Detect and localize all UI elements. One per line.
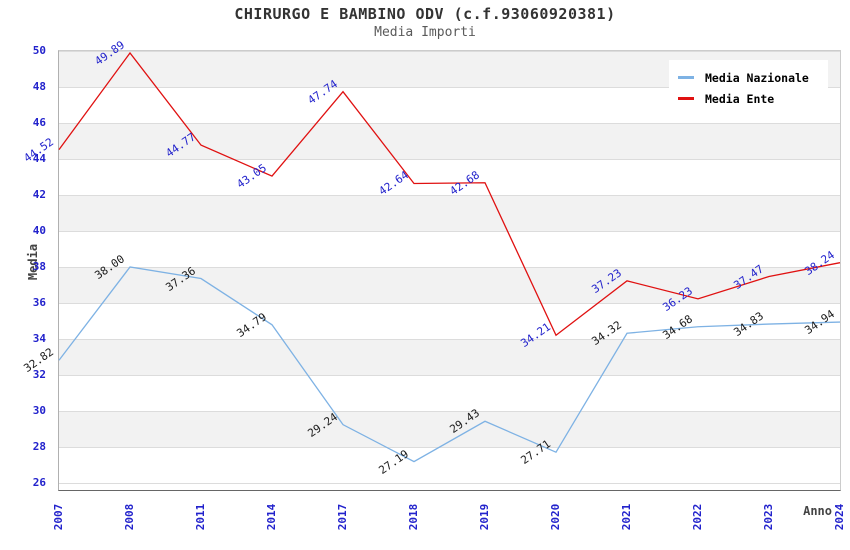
x-axis-title: Anno bbox=[803, 504, 832, 518]
background-band bbox=[59, 195, 840, 231]
x-tick-label: 2019 bbox=[478, 503, 491, 531]
legend: Media Nazionale Media Ente bbox=[669, 60, 828, 116]
y-tick-label: 28 bbox=[32, 440, 46, 453]
series-line-media-nazionale bbox=[58, 266, 841, 463]
y-tick-label: 36 bbox=[32, 296, 46, 309]
gridline bbox=[59, 447, 840, 448]
gridline bbox=[59, 159, 840, 160]
x-tick-label: 2017 bbox=[336, 503, 349, 531]
x-tick-label: 2021 bbox=[620, 503, 633, 531]
gridline bbox=[59, 123, 840, 124]
gridline bbox=[59, 195, 840, 196]
legend-swatch-ente bbox=[678, 97, 694, 100]
chart-subtitle: Media Importi bbox=[374, 25, 476, 40]
y-tick-label: 38 bbox=[32, 260, 46, 273]
x-tick-label: 2014 bbox=[265, 503, 278, 531]
legend-swatch-nazionale bbox=[678, 76, 694, 79]
y-tick-label: 32 bbox=[32, 368, 46, 381]
x-tick-label: 2008 bbox=[123, 503, 136, 531]
gridline bbox=[59, 231, 840, 232]
line-series-svg bbox=[58, 51, 841, 463]
x-tick-label: 2023 bbox=[762, 503, 775, 531]
gridline bbox=[59, 87, 840, 88]
gridline bbox=[59, 267, 840, 268]
gridline bbox=[59, 411, 840, 412]
series-line-media-ente bbox=[58, 51, 841, 337]
gridline bbox=[59, 303, 840, 304]
legend-item-media-nazionale: Media Nazionale bbox=[678, 67, 828, 88]
plot-area: 32.82 38.00 37.36 34.79 29.24 27.19 29.43 27.71… bbox=[21, 38, 841, 491]
background-band bbox=[59, 339, 840, 375]
x-tick-label: 2011 bbox=[194, 503, 207, 531]
background-band bbox=[59, 267, 840, 303]
gridline bbox=[59, 51, 840, 52]
gridline bbox=[59, 483, 840, 484]
x-tick-label: 2024 bbox=[833, 503, 846, 531]
legend-label: Media Nazionale bbox=[705, 70, 809, 85]
x-tick-label: 2020 bbox=[549, 503, 562, 531]
legend-item-media-ente: Media Ente bbox=[678, 88, 828, 109]
x-tick-label: 2007 bbox=[52, 503, 65, 531]
gridline bbox=[59, 339, 840, 340]
x-tick-label: 2018 bbox=[407, 503, 420, 531]
y-tick-label: 44 bbox=[32, 152, 46, 165]
y-tick-label: 26 bbox=[32, 476, 46, 489]
y-tick-label: 40 bbox=[32, 224, 46, 237]
x-tick-label: 2022 bbox=[691, 503, 704, 531]
y-tick-label: 50 bbox=[32, 44, 46, 57]
chart-title: CHIRURGO E BAMBINO ODV (c.f.93060920381) bbox=[234, 5, 616, 23]
y-tick-label: 46 bbox=[32, 116, 46, 129]
legend-label: Media Ente bbox=[705, 91, 775, 106]
y-tick-label: 42 bbox=[32, 188, 46, 201]
y-tick-label: 30 bbox=[32, 404, 46, 417]
y-tick-label: 48 bbox=[32, 80, 46, 93]
y-tick-label: 34 bbox=[32, 332, 46, 345]
gridline bbox=[59, 375, 840, 376]
